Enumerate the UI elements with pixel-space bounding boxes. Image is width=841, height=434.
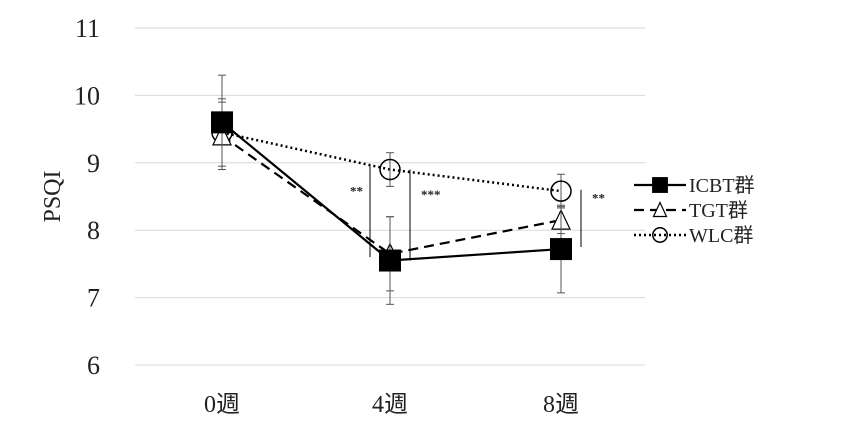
legend-item-1: TGT群 <box>634 199 748 222</box>
x-category-label-1: 4週 <box>372 392 408 418</box>
legend-item-2: WLC群 <box>634 224 753 247</box>
x-axis-category-labels: 0週 4週 8週 <box>204 392 579 418</box>
significance-label-1: *** <box>421 187 441 202</box>
data-point-0-2 <box>550 238 572 261</box>
legend-label-0: ICBT群 <box>689 174 755 197</box>
legend-label-1: TGT群 <box>689 199 748 222</box>
y-tick-label-8: 8 <box>87 216 100 245</box>
legend-label-2: WLC群 <box>689 224 753 247</box>
y-tick-label-6: 6 <box>87 351 100 380</box>
legend-item-0: ICBT群 <box>634 174 755 197</box>
data-point-0-1 <box>379 249 401 272</box>
significance-annotations: ** *** ** <box>350 166 605 261</box>
series-0 <box>211 74 572 305</box>
x-category-label-2: 8週 <box>543 392 579 418</box>
significance-label-2: ** <box>592 190 605 205</box>
data-point-2-1 <box>379 158 401 181</box>
y-tick-label-9: 9 <box>87 149 100 178</box>
gridlines <box>135 27 645 366</box>
y-axis-title: PSQI <box>40 170 66 222</box>
data-point-2-2 <box>550 180 572 202</box>
y-axis-tick-labels: 6 7 8 9 10 11 <box>74 14 100 380</box>
significance-label-0: ** <box>350 184 363 199</box>
legend-marker-1 <box>652 201 668 218</box>
legend-marker-2 <box>652 227 668 243</box>
series-line-1 <box>221 134 562 255</box>
series-group <box>211 74 572 305</box>
data-point-0-0 <box>211 111 233 134</box>
y-tick-label-11: 11 <box>75 14 100 43</box>
y-tick-label-10: 10 <box>74 81 100 110</box>
legend-marker-0 <box>652 177 668 193</box>
x-category-label-0: 0週 <box>204 392 240 418</box>
series-2 <box>211 98 572 209</box>
series-line-2 <box>221 131 562 193</box>
y-tick-label-7: 7 <box>87 284 100 313</box>
